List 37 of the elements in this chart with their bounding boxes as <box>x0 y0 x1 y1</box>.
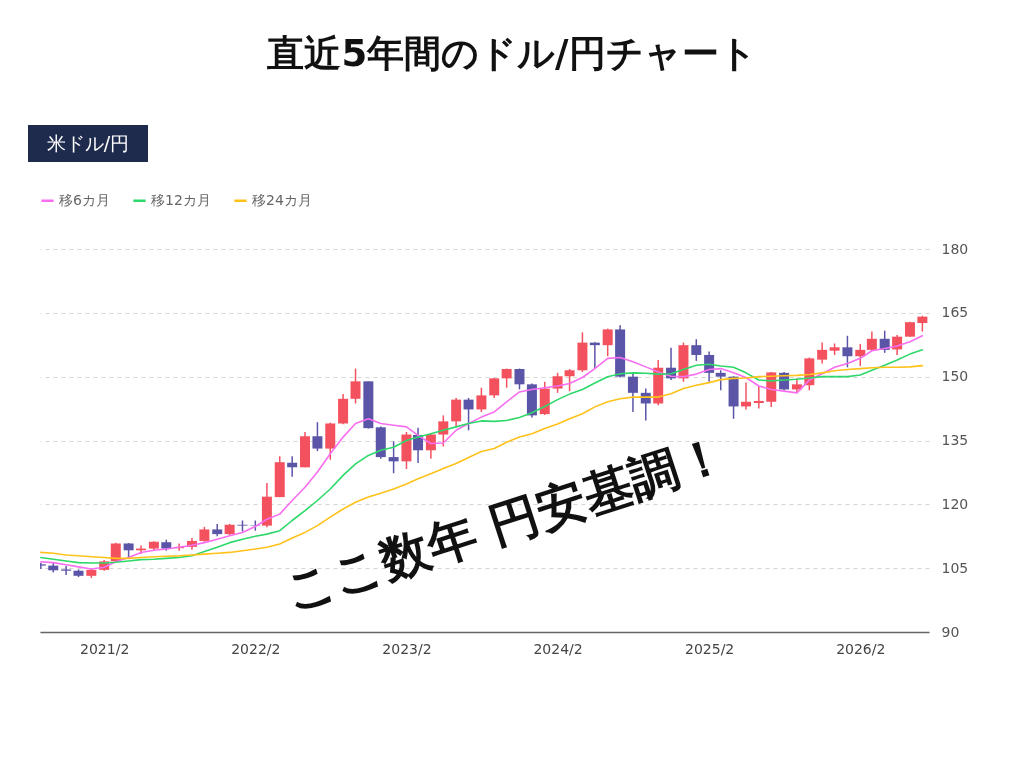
legend-label: 移24カ月 <box>252 191 312 208</box>
candlestick <box>842 335 853 369</box>
chart-title: 直近5年間のドル/円チャート <box>266 32 757 75</box>
candlestick <box>350 367 361 405</box>
legend-label: 移6カ月 <box>59 191 110 208</box>
legend-label: 移12カ月 <box>151 191 211 208</box>
candlestick <box>463 397 474 432</box>
x-tick-label: 2024/2 <box>533 640 583 657</box>
x-tick-label: 2025/2 <box>685 640 735 657</box>
candlestick <box>61 565 72 576</box>
candlestick <box>817 341 828 365</box>
candlestick <box>627 372 638 413</box>
candlestick <box>753 385 764 410</box>
candlestick <box>312 421 323 452</box>
candlestick <box>451 397 462 427</box>
chart-subtitle: 米ドル/円 <box>46 132 130 154</box>
y-tick-label: 180 <box>941 240 969 257</box>
candlestick <box>602 327 613 357</box>
candlestick <box>476 386 487 413</box>
y-tick-label: 120 <box>941 495 969 512</box>
candlestick <box>564 368 575 392</box>
x-tick-label: 2022/2 <box>231 640 281 657</box>
annotation: ここ数年 円安基調！ <box>277 425 734 622</box>
y-tick-label: 105 <box>941 559 969 576</box>
y-tick-label: 90 <box>941 623 960 640</box>
candlestick <box>552 372 563 394</box>
x-tick-label: 2023/2 <box>382 640 432 657</box>
candlestick <box>438 414 449 448</box>
y-tick-label: 135 <box>941 432 969 448</box>
candlestick <box>691 338 702 362</box>
x-tick-label: 2021/2 <box>80 640 130 657</box>
candlestick <box>855 343 866 367</box>
candlestick <box>715 369 726 392</box>
candlestick <box>388 440 399 475</box>
y-tick-label: 150 <box>941 368 969 385</box>
x-tick-label: 2026/2 <box>836 640 886 657</box>
y-tick-label: 165 <box>941 304 969 321</box>
